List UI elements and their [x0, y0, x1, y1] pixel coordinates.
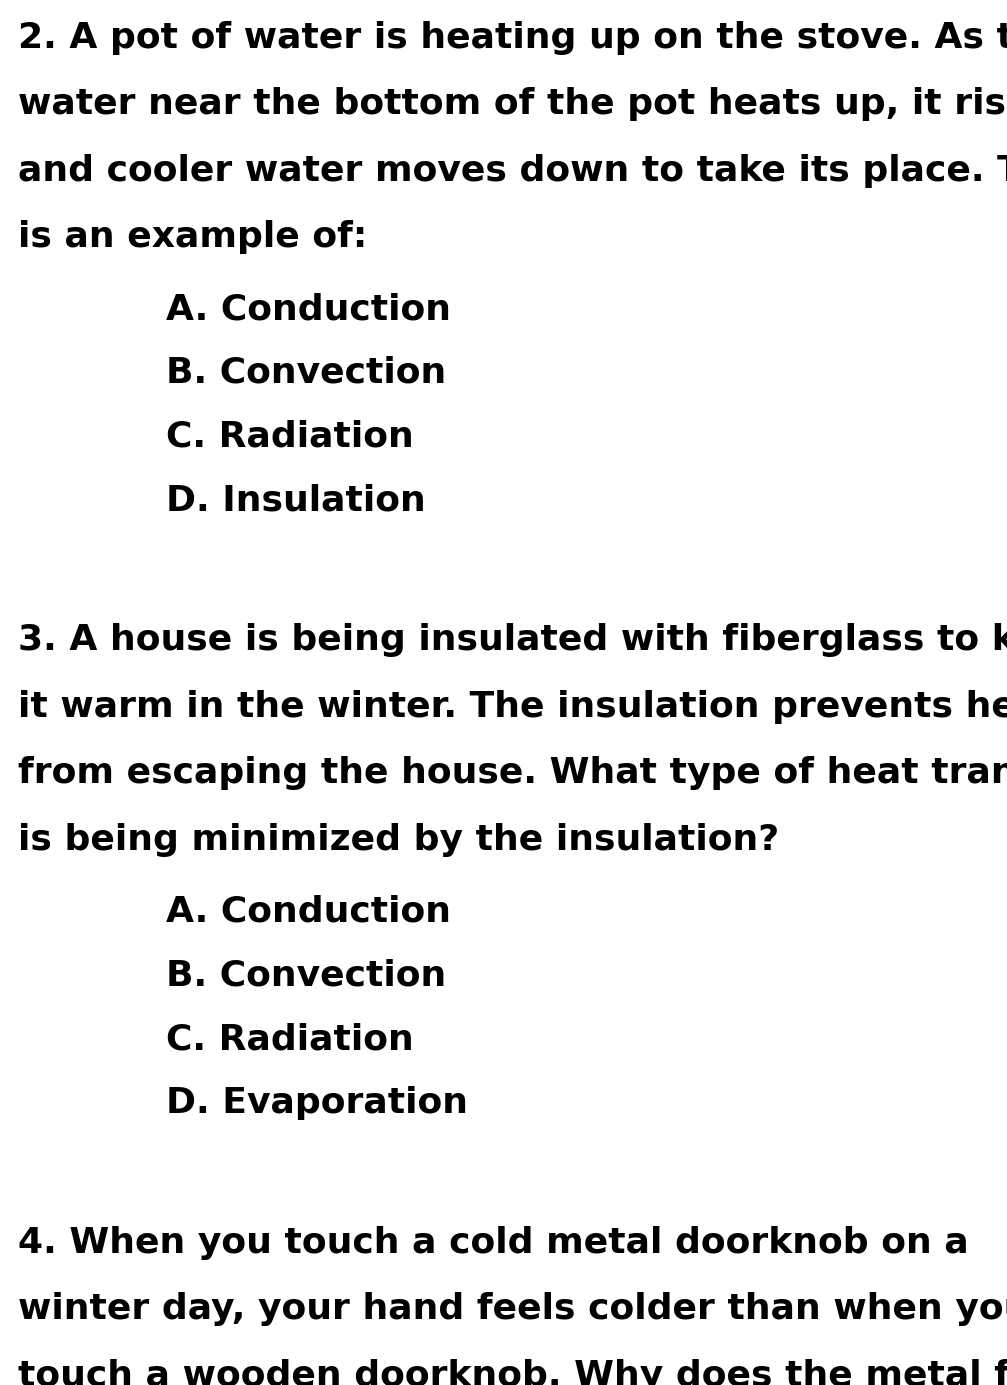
Text: B. Convection: B. Convection — [166, 356, 446, 391]
Text: 3. A house is being insulated with fiberglass to keep: 3. A house is being insulated with fiber… — [18, 623, 1007, 658]
Text: D. Insulation: D. Insulation — [166, 483, 426, 518]
Text: from escaping the house. What type of heat transfer: from escaping the house. What type of he… — [18, 756, 1007, 791]
Text: touch a wooden doorknob. Why does the metal feel: touch a wooden doorknob. Why does the me… — [18, 1359, 1007, 1385]
Text: A. Conduction: A. Conduction — [166, 292, 451, 327]
Text: C. Radiation: C. Radiation — [166, 420, 414, 454]
Text: D. Evaporation: D. Evaporation — [166, 1086, 468, 1120]
Text: and cooler water moves down to take its place. This: and cooler water moves down to take its … — [18, 154, 1007, 188]
Text: winter day, your hand feels colder than when you: winter day, your hand feels colder than … — [18, 1292, 1007, 1327]
Text: it warm in the winter. The insulation prevents heat: it warm in the winter. The insulation pr… — [18, 690, 1007, 724]
Text: water near the bottom of the pot heats up, it rises,: water near the bottom of the pot heats u… — [18, 87, 1007, 122]
Text: 2. A pot of water is heating up on the stove. As the: 2. A pot of water is heating up on the s… — [18, 21, 1007, 55]
Text: A. Conduction: A. Conduction — [166, 895, 451, 929]
Text: 4. When you touch a cold metal doorknob on a: 4. When you touch a cold metal doorknob … — [18, 1226, 969, 1260]
Text: is an example of:: is an example of: — [18, 220, 368, 255]
Text: B. Convection: B. Convection — [166, 958, 446, 993]
Text: C. Radiation: C. Radiation — [166, 1022, 414, 1057]
Text: is being minimized by the insulation?: is being minimized by the insulation? — [18, 823, 779, 857]
